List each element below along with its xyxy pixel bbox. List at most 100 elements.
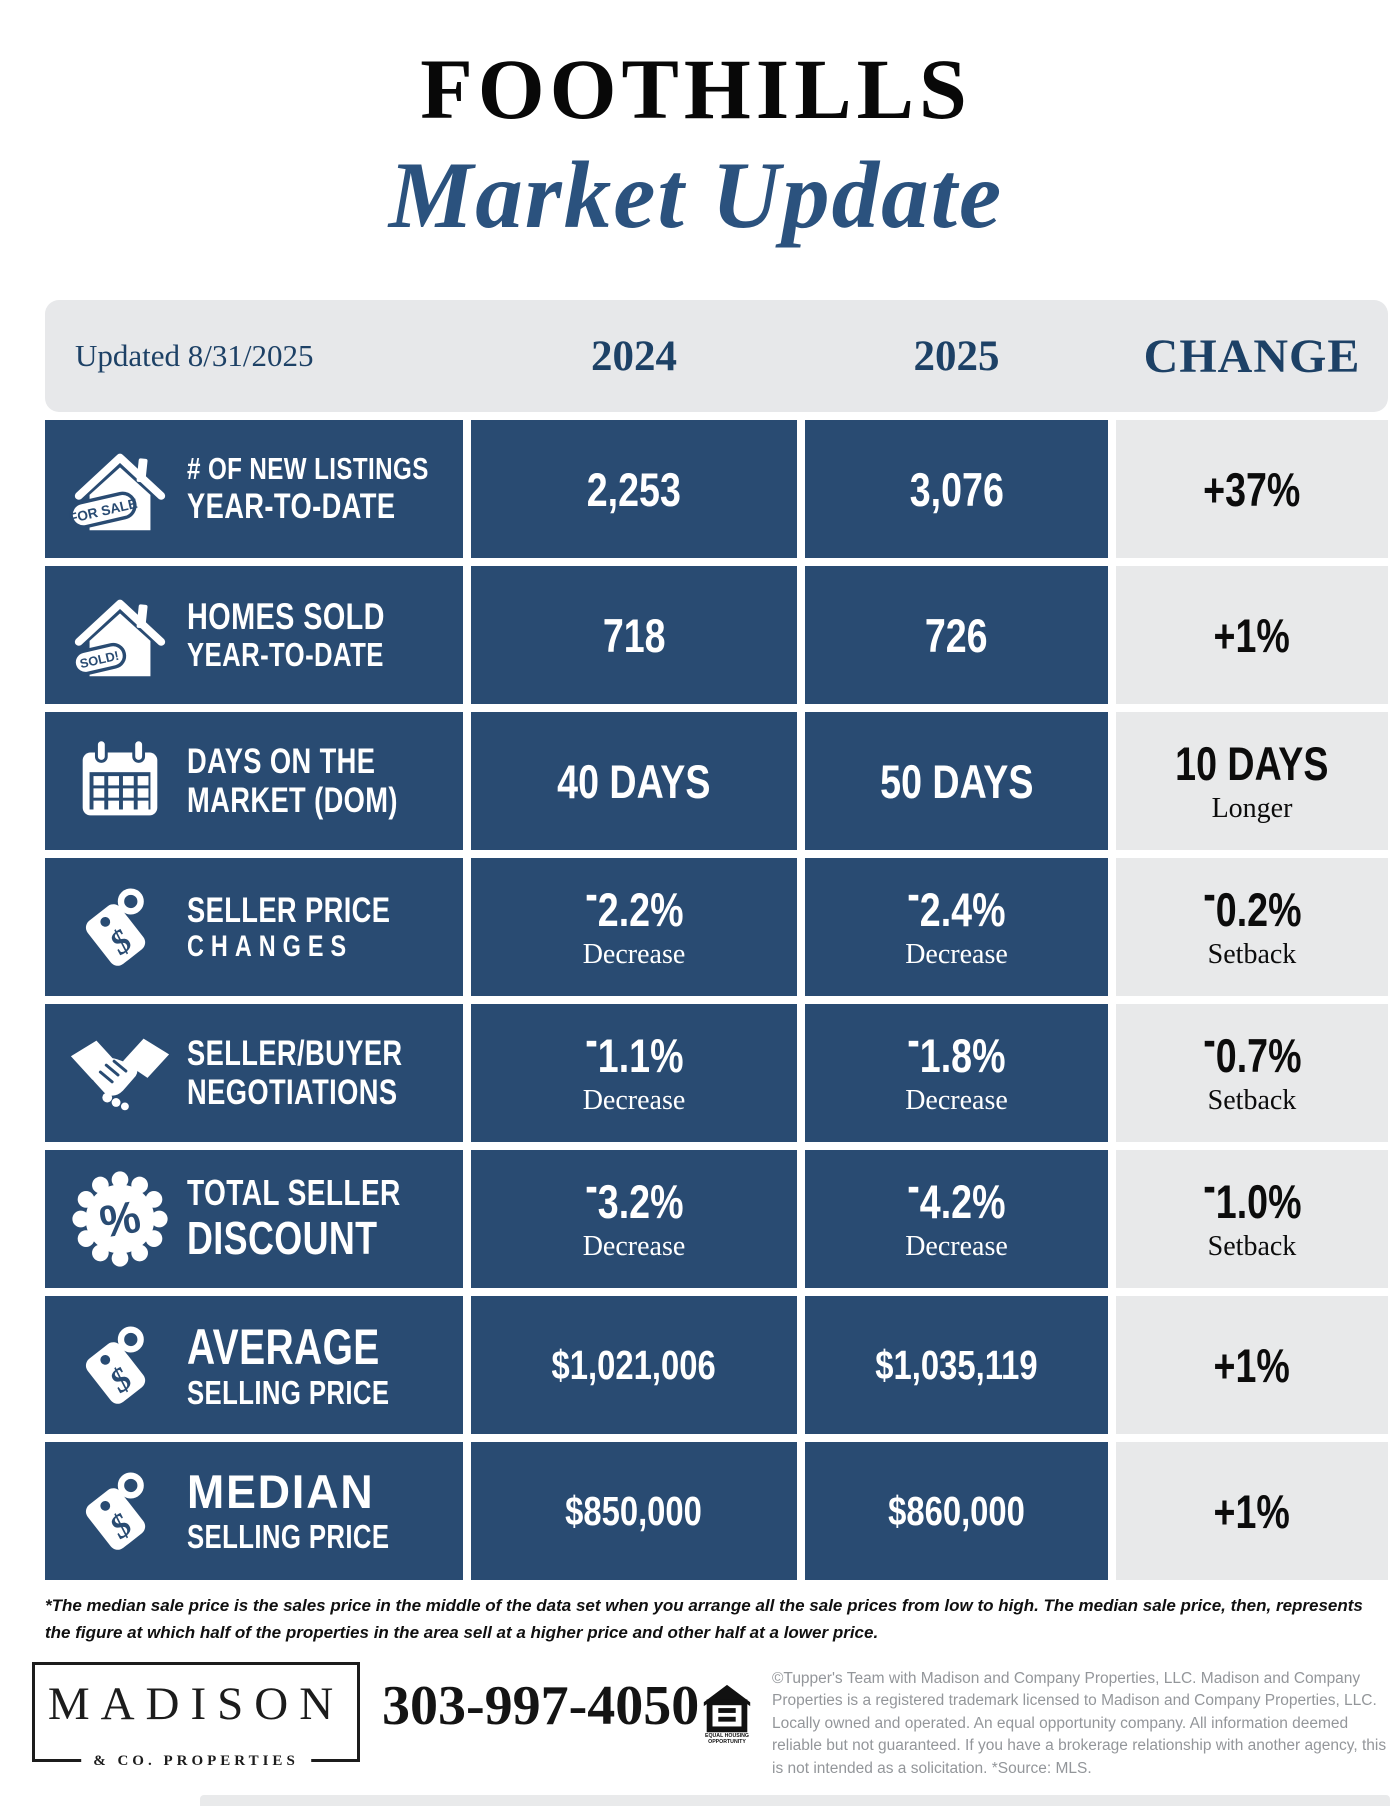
metric-value-qualifier: Setback [1207,1230,1297,1262]
metric-row: $ MEDIAN SELLING PRICE $850,000 $860,000 +1% [45,1442,1388,1580]
metric-label-cell: % TOTAL SELLER DISCOUNT [45,1150,463,1288]
metric-label: DAYS ON THE MARKET (DOM) [187,742,457,820]
svg-text:OPPORTUNITY: OPPORTUNITY [708,1739,746,1745]
metric-label-line: HOMES SOLD [187,595,385,637]
metric-label-line: DISCOUNT [187,1212,378,1265]
metric-value: 40 DAYS [557,754,711,808]
metric-value: 718 [602,608,666,662]
median-price-disclaimer: *The median sale price is the sales pric… [45,1596,1363,1643]
column-header-change: CHANGE [1143,329,1361,383]
metric-label: SELLER/BUYER NEGOTIATIONS [187,1034,463,1112]
metric-label-line: MARKET (DOM) [187,781,398,820]
metric-value: $850,000 [565,1487,703,1534]
page-subtitle: Market Update [388,142,1004,248]
metrics-table: FOR SALE # OF NEW LISTINGS YEAR-TO-DATE 2,… [45,420,1388,1588]
metric-value: 50 DAYS [879,754,1034,808]
metric-value: +1% [1213,1338,1291,1392]
value-cell: 2,253 [471,420,797,558]
metric-label-cell: $ MEDIAN SELLING PRICE [45,1442,463,1580]
metric-row: DAYS ON THE MARKET (DOM) 40 DAYS 50 DAYS 10 … [45,712,1388,850]
metric-value-qualifier: Decrease [905,938,1008,970]
metric-label: SELLER PRICE CHANGES [187,891,448,964]
metric-label: HOMES SOLD YEAR-TO-DATE [187,596,441,674]
metric-label-line: YEAR-TO-DATE [187,636,384,674]
value-cell: 726 [805,566,1108,704]
change-cell: +1% [1116,566,1388,704]
calendar-icon [61,722,179,840]
value-cell: 718 [471,566,797,704]
metric-value-qualifier: Decrease [582,1230,686,1262]
house-for-sale-icon: FOR SALE [61,430,179,548]
metric-label-cell: $ AVERAGE SELLING PRICE [45,1296,463,1434]
value-cell: -1.8% Decrease [805,1004,1108,1142]
value-cell: $860,000 [805,1442,1108,1580]
metric-value: 2,253 [586,462,682,516]
change-cell: -1.0% Setback [1116,1150,1388,1288]
value-cell: $1,035,119 [805,1296,1108,1434]
metric-value: $860,000 [888,1487,1025,1534]
change-cell: -0.7% Setback [1116,1004,1388,1142]
metric-value: -0.7% [1202,1012,1302,1082]
metric-row: SOLD! HOMES SOLD YEAR-TO-DATE 718 726 +1% [45,566,1388,704]
equal-housing-icon: EQUAL HOUSING OPPORTUNITY [698,1676,756,1751]
metric-value-qualifier: Decrease [905,1084,1008,1116]
value-cell: $850,000 [471,1442,797,1580]
metric-label-cell: $ SELLER PRICE CHANGES [45,858,463,996]
metric-label-line: SELLER PRICE [187,890,391,930]
price-tag-icon: $ [61,1452,179,1570]
metric-label: TOTAL SELLER DISCOUNT [187,1172,461,1265]
metric-row: SELLER/BUYER NEGOTIATIONS -1.1% Decrease -1.… [45,1004,1388,1142]
metric-value: 3,076 [909,462,1004,516]
metric-label-line: SELLING PRICE [187,1517,390,1555]
metric-label: MEDIAN SELLING PRICE [187,1466,447,1556]
phone-number: 303-997-4050 [382,1675,700,1737]
change-cell: +1% [1116,1296,1388,1434]
value-cell: $1,021,006 [471,1296,797,1434]
metric-value: 726 [925,608,988,662]
price-tag-icon: $ [61,868,179,986]
value-cell: -2.2% Decrease [471,858,797,996]
change-cell: +1% [1116,1442,1388,1580]
metric-value-qualifier: Setback [1207,1084,1297,1116]
value-cell: 3,076 [805,420,1108,558]
page-title: FOOTHILLS [420,41,972,137]
updated-date: Updated 8/31/2025 [75,338,314,373]
legal-fine-print: ©Tupper's Team with Madison and Company … [772,1670,1387,1777]
metric-value-qualifier: Decrease [582,1084,686,1116]
metric-label-cell: DAYS ON THE MARKET (DOM) [45,712,463,850]
metric-label-line: YEAR-TO-DATE [187,486,396,526]
metric-label: # OF NEW LISTINGS YEAR-TO-DATE [187,451,497,526]
metric-label-line: AVERAGE [187,1318,380,1375]
metric-value: $1,035,119 [875,1341,1038,1388]
table-header: Updated 8/31/2025 2024 2025 CHANGE [45,300,1388,412]
metric-value: -4.2% [907,1158,1006,1228]
metric-row: $ SELLER PRICE CHANGES -2.2% Decrease -2.4% D… [45,858,1388,996]
metric-label-cell: SELLER/BUYER NEGOTIATIONS [45,1004,463,1142]
madison-logo: MADISON & CO. PROPERTIES [32,1662,360,1770]
column-header-2025: 2025 [913,332,1000,380]
column-header-2024: 2024 [591,332,677,380]
bottom-divider [200,1795,1390,1806]
metric-value: +1% [1213,608,1291,662]
value-cell: -2.4% Decrease [805,858,1108,996]
metric-value-qualifier: Decrease [905,1230,1008,1262]
metric-row: $ AVERAGE SELLING PRICE $1,021,006 $1,035,1… [45,1296,1388,1434]
change-cell: -0.2% Setback [1116,858,1388,996]
metric-value-qualifier: Decrease [582,938,686,970]
metric-row: % TOTAL SELLER DISCOUNT -3.2% Decrease -4.2%… [45,1150,1388,1288]
svg-text:EQUAL HOUSING: EQUAL HOUSING [705,1733,749,1739]
metric-value: -3.2% [584,1158,684,1228]
metric-label-cell: SOLD! HOMES SOLD YEAR-TO-DATE [45,566,463,704]
house-sold-icon: SOLD! [61,576,179,694]
value-cell: 50 DAYS [805,712,1108,850]
handshake-icon [61,1014,179,1132]
metric-label-cell: FOR SALE # OF NEW LISTINGS YEAR-TO-DATE [45,420,463,558]
metric-value: -0.2% [1202,866,1302,936]
brand-name: MADISON [47,1678,345,1730]
metric-label-line: SELLER/BUYER [187,1033,403,1073]
metric-value: $1,021,006 [551,1341,717,1388]
value-cell: -1.1% Decrease [471,1004,797,1142]
metric-label: AVERAGE SELLING PRICE [187,1319,447,1412]
price-tag-icon: $ [61,1306,179,1424]
metric-value: 10 DAYS [1175,736,1329,790]
